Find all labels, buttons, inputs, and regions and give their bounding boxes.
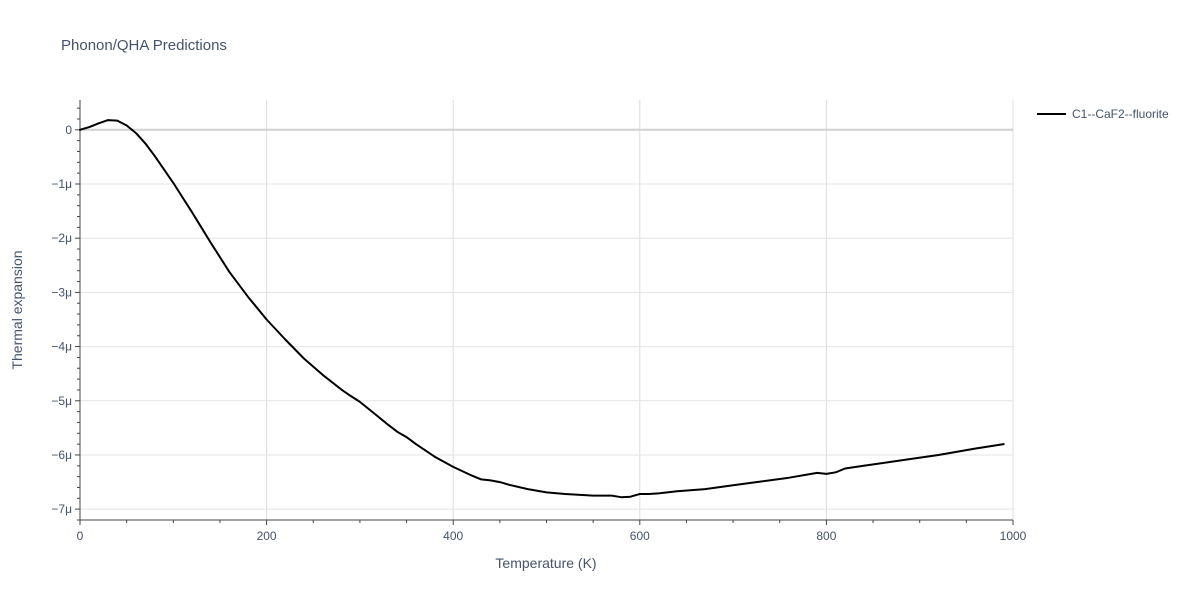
series-line[interactable] <box>79 119 1005 499</box>
y-tick-label: −2μ <box>51 231 72 245</box>
x-tick-label: 800 <box>816 529 836 543</box>
y-tick-label: −4μ <box>51 340 72 354</box>
x-tick-label: 200 <box>257 529 277 543</box>
y-tick-label: −5μ <box>51 394 72 408</box>
legend[interactable]: C1--CaF2--fluorite <box>1037 107 1169 121</box>
y-axis-title: Thermal expansion <box>9 250 25 369</box>
x-tick-label: 600 <box>630 529 650 543</box>
x-axis-ticks: 0 200 400 600 800 1000 <box>77 520 1027 543</box>
y-tick-label: −7μ <box>51 502 72 516</box>
x-tick-label: 400 <box>443 529 463 543</box>
y-tick-label: −1μ <box>51 177 72 191</box>
x-axis-title: Temperature (K) <box>495 555 596 571</box>
legend-label: C1--CaF2--fluorite <box>1072 107 1169 121</box>
y-tick-label: 0 <box>65 123 72 137</box>
x-tick-label: 1000 <box>1000 529 1027 543</box>
x-tick-label: 0 <box>77 529 84 543</box>
chart-title: Phonon/QHA Predictions <box>61 37 227 54</box>
y-tick-label: −6μ <box>51 448 72 462</box>
series-layer <box>79 119 1005 499</box>
y-axis-ticks: 0 −1μ −2μ −3μ −4μ −5μ −6μ −7μ <box>51 107 80 521</box>
y-tick-label: −3μ <box>51 285 72 299</box>
grid <box>80 100 1014 520</box>
